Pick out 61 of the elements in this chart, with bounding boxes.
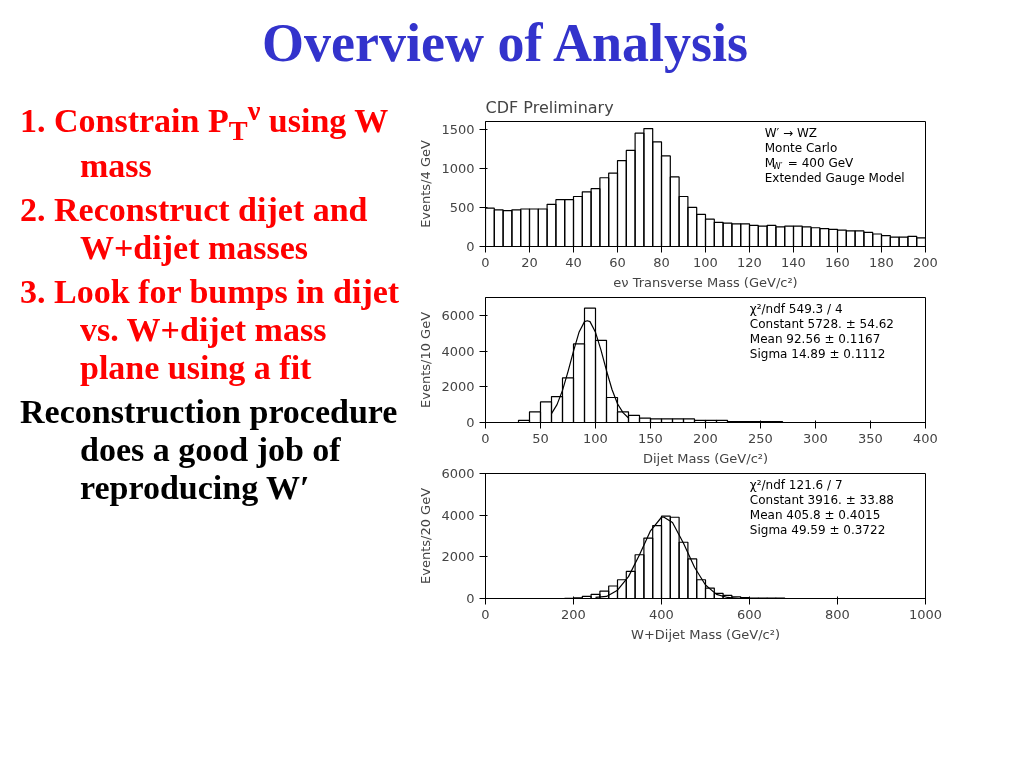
chart-title: CDF Preliminary [485,97,614,117]
x-axis-title: Dijet Mass (GeV/c²) [642,450,769,466]
x-tick-label: 100 [693,254,718,270]
x-tick-label: 0 [481,430,490,446]
y-tick-label: 0 [466,591,475,606]
text: 1. Constrain P$_{T}$$^{ν}$ using W mass [20,95,388,184]
x-tick-label: 200 [561,606,586,622]
x-tick-label: 150 [638,430,663,446]
y-tick-label: 0 [466,239,475,254]
text: Reconstruction procedure does a good job of reproducing W′ [20,393,399,508]
x-tick-label: 600 [737,606,762,622]
x-tick-label: 400 [649,606,674,622]
x-tick-label: 180 [869,254,894,270]
x-axis-title: W+Dijet Mass (GeV/c²) [631,626,780,642]
x-tick-label: 100 [583,430,608,446]
y-tick-label: 6000 [441,466,475,481]
x-tick-label: 80 [653,254,670,270]
x-tick-label: 800 [825,606,850,622]
x-tick-label: 1000 [908,606,943,622]
x-tick-label: 120 [737,254,762,270]
annotation: χ²/ndf 549.3 / 4 [749,301,843,316]
x-tick-label: 400 [913,430,938,446]
y-axis-title: Events/20 GeV [418,487,434,585]
x-tick-label: 140 [781,254,806,270]
y-tick-label: 1000 [441,160,475,176]
annotation: Mean 405.8 ± 0.4015 [749,507,881,522]
annotation: Monte Carlo [764,140,838,155]
y-tick-label: 4000 [441,343,475,359]
x-tick-label: 300 [803,430,828,446]
annotation: Sigma 49.59 ± 0.3722 [749,522,886,537]
y-tick-label: 4000 [441,507,475,523]
annotation: Mean 92.56 ± 0.1167 [749,331,881,346]
y-tick-label: 500 [449,199,475,215]
text: 3. Look for bumps in dijet vs. W+dijet mass plane using a fit [20,273,401,388]
x-tick-label: 200 [693,430,718,446]
x-tick-label: 40 [565,254,582,270]
x-tick-label: 250 [748,430,773,446]
x-axis-title: eν Transverse Mass (GeV/c²) [613,274,798,290]
x-tick-label: 20 [521,254,538,270]
y-tick-label: 2000 [441,379,475,395]
y-tick-label: 0 [466,415,475,430]
x-tick-label: 0 [481,254,490,270]
y-tick-label: 1500 [441,121,475,137]
annotation: χ²/ndf 121.6 / 7 [749,477,843,492]
y-tick-label: 2000 [441,549,475,565]
annotation: Constant 3916. ± 33.88 [749,492,894,507]
y-axis-title: Events/10 GeV [418,311,434,409]
x-tick-label: 60 [609,254,626,270]
y-tick-label: 6000 [441,307,475,323]
annotation: Constant 5728. ± 54.62 [749,316,894,331]
x-tick-label: 0 [481,606,490,622]
text: Overview of Analysis [262,12,748,75]
annotation: Extended Gauge Model [764,170,905,185]
x-tick-label: 50 [532,430,549,446]
x-tick-label: 200 [913,254,938,270]
annotation: Sigma 14.89 ± 0.1112 [749,346,886,361]
x-tick-label: 350 [858,430,883,446]
x-tick-label: 160 [825,254,850,270]
y-axis-title: Events/4 GeV [418,140,434,228]
annotation: W′ → WZ [764,125,818,140]
text: 2. Reconstruct dijet and W+dijet masses [20,190,369,268]
